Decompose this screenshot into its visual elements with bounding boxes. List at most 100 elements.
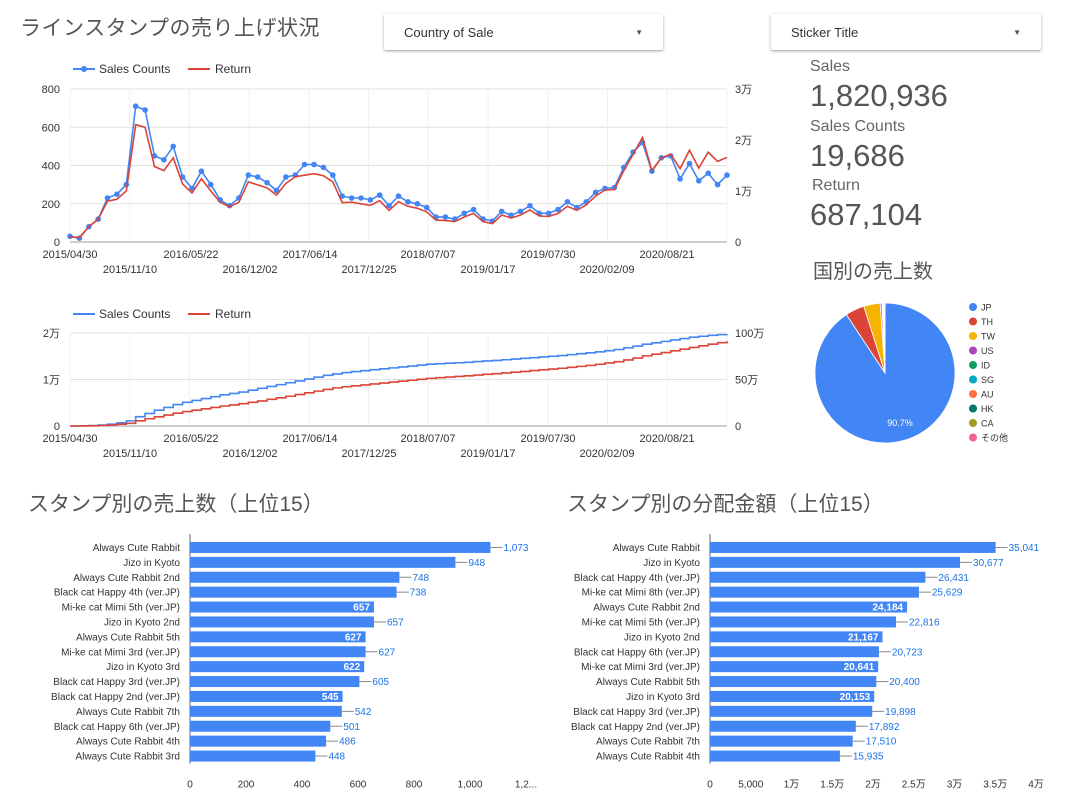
y-left-tick-label: 600 [42, 122, 60, 134]
data-point-sales-counts [198, 168, 205, 174]
legend-label: US [981, 346, 994, 356]
kpi-sales-label: Sales [810, 58, 851, 75]
bar [190, 720, 331, 732]
data-point-sales-counts [677, 176, 683, 182]
page-title: ラインスタンプの売り上げ状況 [20, 17, 320, 40]
y-right-tick-label: 1万 [735, 186, 752, 198]
x-tick-label: 800 [406, 780, 423, 791]
bar [190, 616, 374, 628]
bar [190, 631, 366, 643]
bar-value-label: 20,153 [840, 692, 871, 703]
x-tick-label: 2015/04/30 [42, 433, 97, 445]
x-tick-label: 2016/12/02 [222, 448, 277, 460]
bar [190, 661, 365, 673]
legend-swatch-CA [969, 419, 977, 427]
bar [710, 705, 873, 717]
country-filter-label: Country of Sale [404, 24, 494, 40]
bar-value-label: 622 [343, 662, 360, 673]
legend-swatch-ID [969, 361, 977, 369]
bar-value-label: 657 [387, 617, 404, 628]
x-tick-label: 2018/07/07 [400, 249, 455, 261]
legend-swatch-その他 [969, 433, 977, 442]
data-point-sales-counts [696, 178, 702, 184]
y-right-tick-label: 0 [735, 237, 741, 249]
data-point-sales-counts [208, 181, 214, 188]
legend-label: SG [981, 375, 994, 385]
x-tick-label: 1,000 [457, 780, 482, 791]
country-filter-dropdown[interactable]: Country of Sale ▼ [384, 14, 663, 50]
legend-label-sales-counts: Sales Counts [99, 307, 170, 321]
legend-label-return: Return [215, 62, 251, 76]
bar [190, 571, 400, 583]
x-tick-label: 2020/08/21 [639, 433, 694, 445]
bar [710, 735, 853, 747]
legend-label-return: Return [215, 307, 251, 321]
bar [190, 601, 374, 613]
data-point-sales-counts [301, 161, 308, 168]
data-point-sales-counts [386, 202, 392, 209]
legend-swatch-TW [969, 332, 977, 340]
y-left-tick-label: 0 [54, 421, 60, 433]
bar-category-label: Mi-ke cat Mimi 3rd (ver.JP) [581, 662, 700, 673]
data-point-sales-counts [395, 193, 402, 199]
bar-category-label: Always Cute Rabbit 7th [76, 707, 180, 718]
x-tick-label: 1.5万 [820, 780, 844, 791]
legend-swatch-JP [969, 303, 977, 311]
x-tick-label: 2016/05/22 [163, 249, 218, 261]
bar [710, 586, 919, 598]
bar-category-label: Always Cute Rabbit 5th [596, 677, 700, 688]
x-tick-label: 2019/07/30 [520, 433, 575, 445]
bar-value-label: 657 [353, 603, 370, 614]
timeseries-chart: Sales Counts Return80060040020003万2万1万020… [42, 62, 752, 276]
bar-value-label: 24,184 [873, 603, 904, 614]
x-tick-label: 2019/07/30 [520, 249, 575, 261]
bar-value-label: 20,641 [844, 662, 875, 673]
bar-value-label: 748 [412, 573, 429, 584]
legend-label: TW [981, 332, 995, 342]
x-tick-label: 400 [294, 780, 311, 791]
x-tick-label: 2017/12/25 [341, 264, 396, 276]
data-point-sales-counts [132, 103, 139, 109]
y-right-tick-label: 2万 [735, 135, 752, 147]
sticker-filter-dropdown[interactable]: Sticker Title ▼ [771, 14, 1041, 50]
bar-value-label: 17,892 [869, 722, 900, 733]
bar [710, 601, 908, 613]
x-tick-label: 0 [707, 780, 713, 791]
bar-value-label: 35,041 [1009, 543, 1040, 554]
data-point-sales-counts [264, 179, 270, 186]
data-point-sales-counts [714, 181, 721, 188]
bar-category-label: Black cat Happy 4th (ver.JP) [574, 573, 700, 584]
bar-category-label: Jizo in Kyoto [643, 558, 700, 569]
bar [710, 676, 877, 688]
bar [710, 750, 840, 762]
y-left-tick-label: 800 [42, 84, 60, 96]
legend-label-sales-counts: Sales Counts [99, 62, 170, 76]
x-tick-label: 2020/02/09 [579, 448, 634, 460]
data-point-sales-counts [170, 143, 176, 150]
data-point-sales-counts [461, 210, 468, 217]
x-tick-label: 2万 [865, 780, 881, 791]
y-left-tick-label: 400 [42, 161, 60, 173]
kpi-return-value: 687,104 [810, 197, 923, 232]
data-point-sales-counts [114, 191, 120, 197]
x-tick-label: 2015/04/30 [42, 249, 97, 261]
bar-value-label: 627 [345, 632, 362, 643]
x-tick-label: 2019/01/17 [460, 264, 515, 276]
legend-swatch-AU [969, 390, 977, 398]
data-point-sales-counts [592, 189, 599, 196]
bar-value-label: 20,723 [892, 647, 923, 658]
bar [190, 690, 343, 702]
data-point-sales-counts [367, 197, 374, 203]
bar-category-label: Always Cute Rabbit 7th [596, 737, 700, 748]
bar2-title: スタンプ別の分配金額（上位15） [567, 493, 884, 516]
y-right-tick-label: 50万 [735, 375, 758, 387]
x-tick-label: 600 [350, 780, 367, 791]
data-point-sales-counts [423, 204, 430, 211]
series-line-return [69, 123, 728, 239]
bar-category-label: Mi-ke cat Mimi 5th (ver.JP) [582, 617, 700, 628]
bar [710, 631, 883, 643]
x-tick-label: 200 [238, 780, 255, 791]
bar-category-label: Black cat Happy 6th (ver.JP) [574, 647, 700, 658]
legend-label: TH [981, 317, 993, 327]
